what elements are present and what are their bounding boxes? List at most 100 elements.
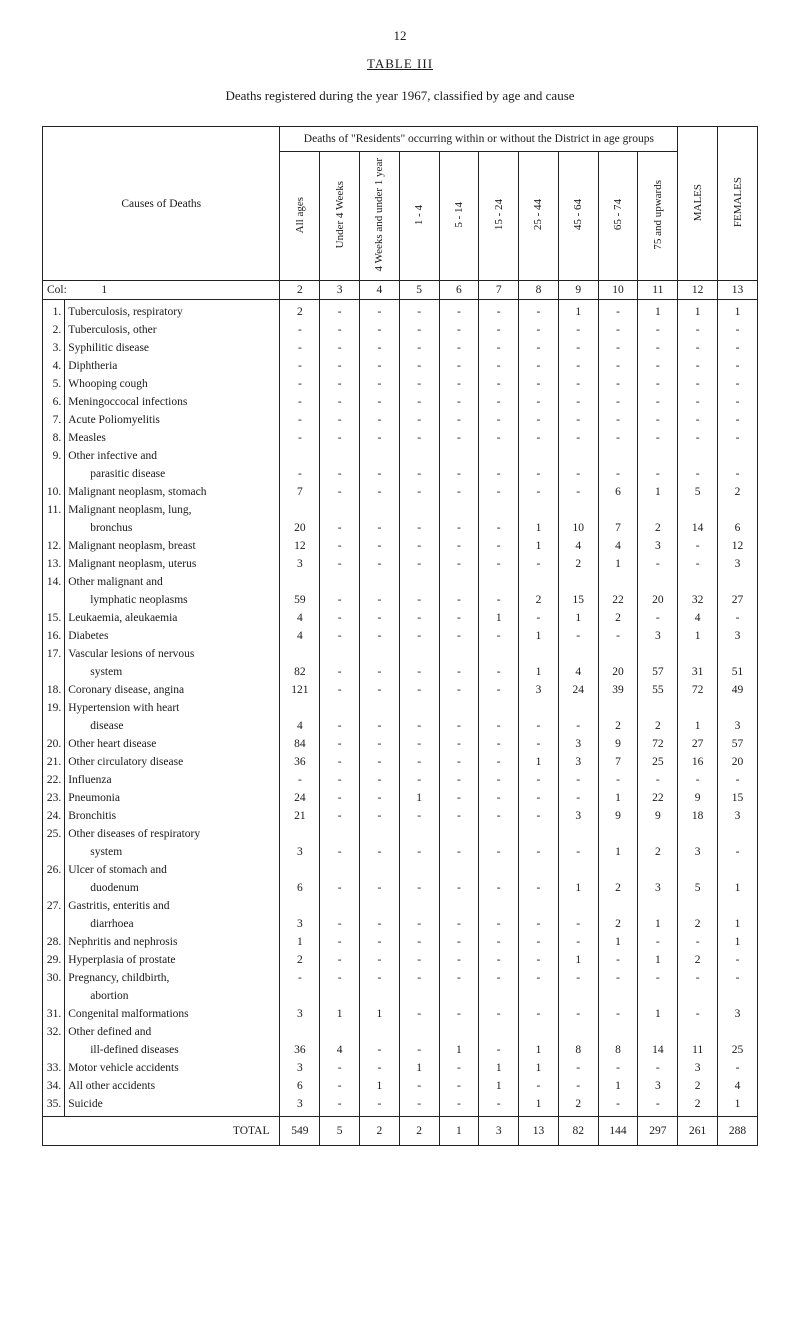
table-row: 32.Other defined and (43, 1023, 758, 1041)
cell (718, 645, 758, 663)
table-row: 25.Other diseases of respiratory (43, 825, 758, 843)
cell: - (439, 465, 479, 483)
cause-label: Malignant neoplasm, stomach (65, 483, 280, 501)
cell: - (360, 483, 400, 501)
cell: - (558, 933, 598, 951)
row-number: 10. (43, 483, 65, 501)
row-number (43, 987, 65, 1005)
cell: 1 (519, 1041, 559, 1059)
cell: - (360, 1059, 400, 1077)
cause-label: Pneumonia (65, 789, 280, 807)
cell: - (479, 915, 519, 933)
table-row: 26.Ulcer of stomach and (43, 861, 758, 879)
cell: - (638, 429, 678, 447)
cell: - (439, 1005, 479, 1023)
cell (598, 645, 638, 663)
cell: - (519, 609, 559, 627)
cell (479, 573, 519, 591)
cell: - (598, 1095, 638, 1117)
cell: 1 (718, 933, 758, 951)
cell: - (519, 969, 559, 987)
table-row: 24.Bronchitis21------399183 (43, 807, 758, 825)
cell: 5 (678, 483, 718, 501)
cause-label: ill-defined diseases (65, 1041, 280, 1059)
cell: 3 (280, 1095, 320, 1117)
cell: 3 (638, 537, 678, 555)
cell (638, 825, 678, 843)
cell: - (718, 771, 758, 789)
cell: - (479, 735, 519, 753)
cell: 20 (718, 753, 758, 771)
cell: - (479, 717, 519, 735)
cell: 2 (558, 1095, 598, 1117)
cell: - (598, 771, 638, 789)
table-row: 3.Syphilitic disease------------ (43, 339, 758, 357)
cell: 9 (598, 735, 638, 753)
cell: - (399, 879, 439, 897)
table-row: 18.Coronary disease, angina121-----32439… (43, 681, 758, 699)
cell: - (479, 627, 519, 645)
cell (439, 825, 479, 843)
cell (439, 987, 479, 1005)
cell: - (360, 753, 400, 771)
cell: - (558, 1005, 598, 1023)
age-col-3: 1 - 4 (413, 202, 425, 228)
table-row: diarrhoea3-------2121 (43, 915, 758, 933)
cell: - (479, 411, 519, 429)
cell: - (718, 465, 758, 483)
cell: - (598, 429, 638, 447)
cell: - (519, 717, 559, 735)
cell: - (320, 609, 360, 627)
cause-label: Tuberculosis, respiratory (65, 300, 280, 322)
age-col-4: 5 - 14 (453, 199, 465, 231)
cell: - (360, 429, 400, 447)
cell: - (638, 1095, 678, 1117)
row-number: 14. (43, 573, 65, 591)
cause-label: Other malignant and (65, 573, 280, 591)
cell: 1 (718, 915, 758, 933)
cell: - (360, 555, 400, 573)
row-number: 12. (43, 537, 65, 555)
cell: 3 (280, 843, 320, 861)
cell: 2 (638, 843, 678, 861)
cell: - (519, 735, 559, 753)
cell: - (360, 591, 400, 609)
cell: 3 (718, 627, 758, 645)
table-row: ill-defined diseases364--1-188141125 (43, 1041, 758, 1059)
cell: - (678, 465, 718, 483)
cell: - (439, 321, 479, 339)
table-row: lymphatic neoplasms59-----21522203227 (43, 591, 758, 609)
table-row: 30.Pregnancy, childbirth,------------ (43, 969, 758, 987)
cell: - (320, 321, 360, 339)
cell: - (360, 537, 400, 555)
cause-label: Syphilitic disease (65, 339, 280, 357)
cell (439, 645, 479, 663)
cell: 2 (598, 915, 638, 933)
cell: - (280, 375, 320, 393)
total-v7: 82 (558, 1117, 598, 1146)
table-row: 19.Hypertension with heart (43, 699, 758, 717)
cell: - (479, 879, 519, 897)
cell: - (519, 357, 559, 375)
total-v1: 5 (320, 1117, 360, 1146)
cell: - (718, 429, 758, 447)
cell: - (718, 843, 758, 861)
table-row: 9.Other infective and (43, 447, 758, 465)
cell (598, 825, 638, 843)
cell: 3 (558, 753, 598, 771)
table-row: system82-----1420573151 (43, 663, 758, 681)
cell: 1 (519, 537, 559, 555)
cell: - (439, 300, 479, 322)
cell: - (360, 1041, 400, 1059)
cell (360, 825, 400, 843)
cell (519, 573, 559, 591)
cause-label: Diphtheria (65, 357, 280, 375)
cell (598, 573, 638, 591)
cell (399, 987, 439, 1005)
cell: - (519, 300, 559, 322)
cell: 1 (558, 300, 598, 322)
col-num-8: 8 (519, 281, 559, 300)
cell: - (399, 609, 439, 627)
cell: - (399, 771, 439, 789)
cell: 1 (718, 879, 758, 897)
